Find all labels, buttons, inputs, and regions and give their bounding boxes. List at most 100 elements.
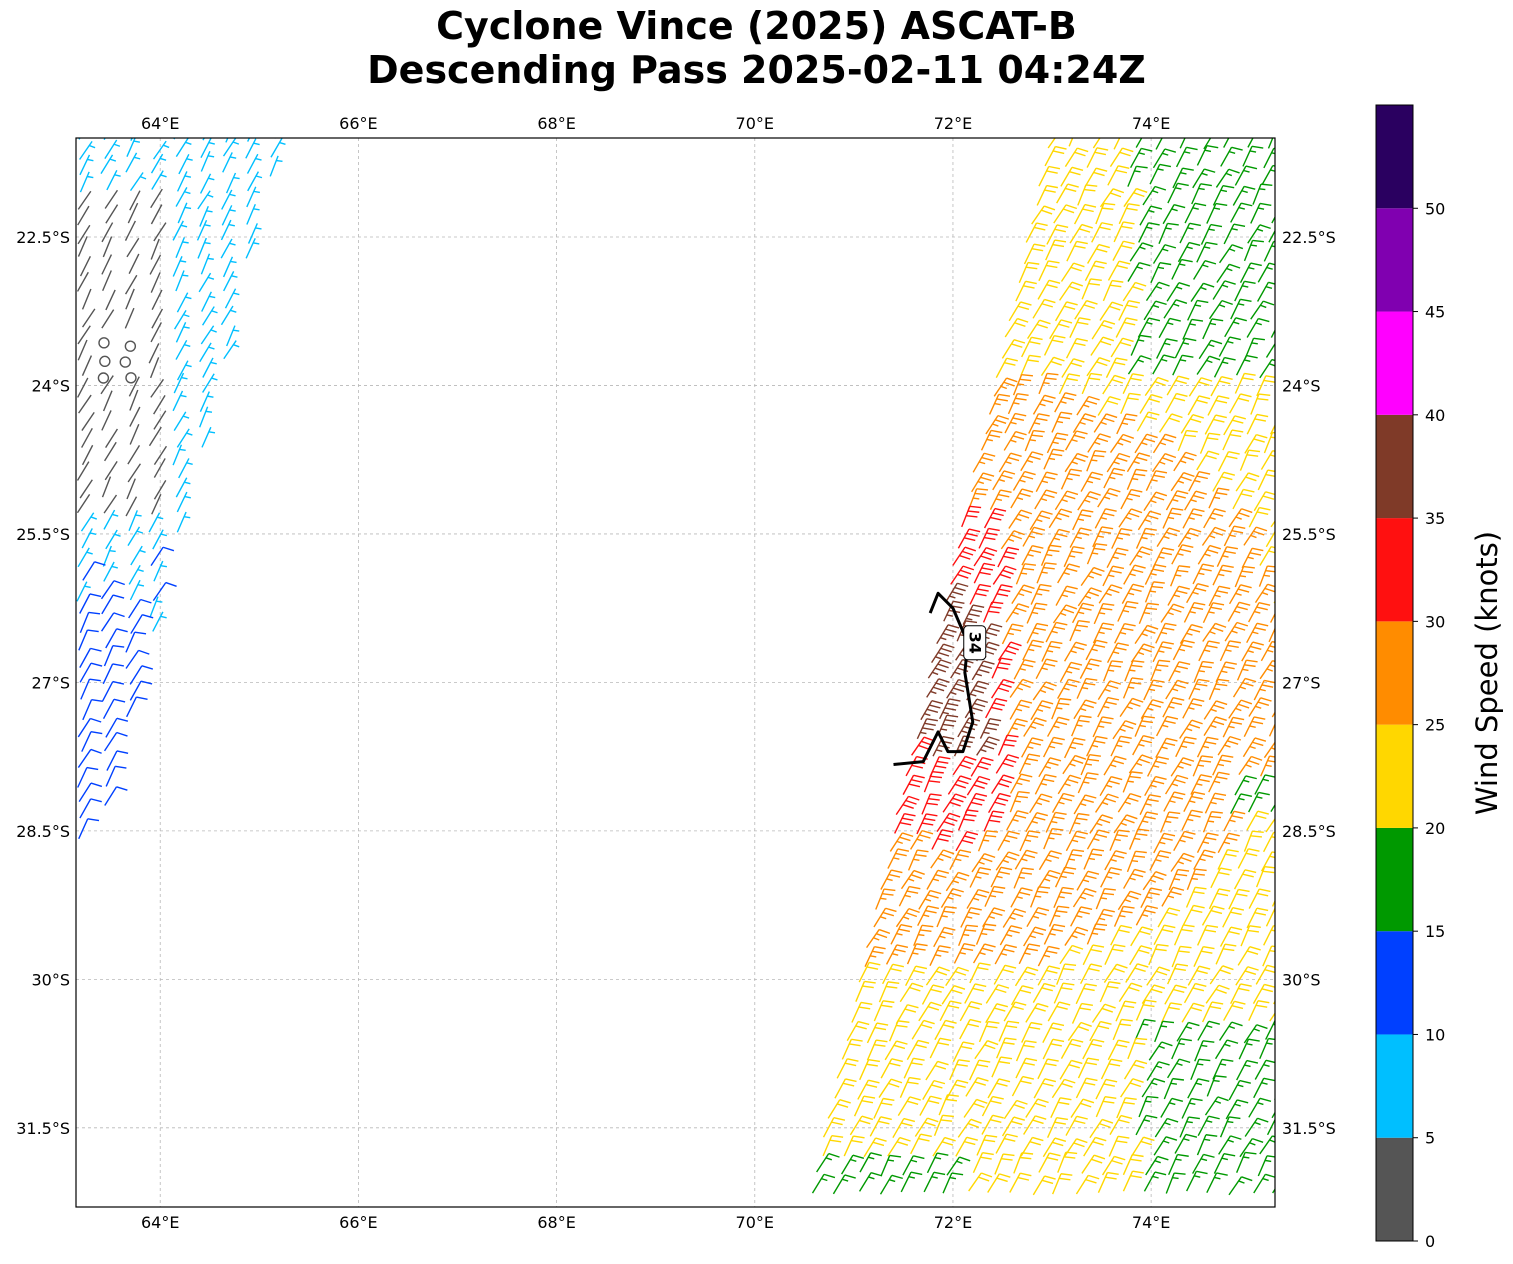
wind-barb — [1270, 803, 1275, 812]
wind-barb — [1228, 1176, 1253, 1196]
wind-barb — [1032, 394, 1056, 415]
wind-barb — [1100, 867, 1122, 888]
lon-tick-label-bottom: 68°E — [537, 1213, 575, 1232]
wind-barb — [1091, 319, 1116, 340]
wind-barb — [1073, 699, 1097, 720]
wind-barb — [1149, 163, 1172, 185]
wind-barb — [175, 138, 192, 158]
wind-barb — [175, 187, 191, 207]
wind-barb — [1190, 282, 1215, 302]
wind-barb — [1063, 546, 1085, 568]
colorbar-bin — [1376, 414, 1413, 519]
wind-barb — [1268, 627, 1275, 643]
wind-barb — [984, 885, 1006, 907]
wind-barb — [949, 849, 972, 871]
wind-barb — [1086, 735, 1108, 757]
wind-barb — [983, 507, 1007, 529]
wind-barb — [1175, 736, 1197, 758]
wind-barb — [1063, 641, 1087, 662]
wind-barb — [938, 1094, 959, 1116]
wind-barb — [105, 765, 127, 787]
wind-barb — [921, 793, 942, 815]
wind-barb — [1012, 470, 1036, 491]
wind-barb — [153, 445, 168, 466]
wind-barb — [1060, 1038, 1084, 1059]
wind-barb — [1106, 642, 1129, 663]
wind-barb — [1069, 223, 1093, 244]
wind-barb — [994, 944, 1017, 965]
wind-barb — [1070, 1098, 1095, 1118]
wind-barb — [1170, 471, 1195, 492]
wind-barb — [1013, 867, 1034, 889]
wind-barb — [971, 472, 995, 493]
wind-barb — [1119, 697, 1144, 718]
wind-barb — [1235, 472, 1260, 492]
wind-barb — [199, 173, 215, 194]
wind-barb — [221, 205, 236, 226]
wind-barb — [1032, 298, 1056, 319]
wind-barb — [106, 169, 121, 191]
wind-barb — [1182, 508, 1205, 529]
wind-barb — [1274, 317, 1275, 318]
wind-barb — [1203, 700, 1228, 720]
wind-barb — [1158, 222, 1179, 245]
wind-barb — [1167, 1153, 1189, 1176]
lat-tick-label-left: 27°S — [31, 673, 70, 692]
wind-barb — [973, 547, 998, 567]
wind-barb — [1202, 811, 1223, 833]
wind-barb — [985, 697, 1008, 719]
wind-barb — [957, 1118, 982, 1138]
wind-barb — [222, 256, 237, 278]
wind-barb — [849, 1115, 874, 1136]
wind-barb — [1057, 1151, 1078, 1173]
wind-barb — [1213, 356, 1236, 378]
wind-barb — [1060, 468, 1082, 490]
wind-barb — [1026, 602, 1048, 624]
wind-barb — [1171, 1038, 1192, 1060]
wind-barb — [1093, 413, 1118, 433]
wind-barb — [126, 138, 140, 157]
wind-barb — [1155, 715, 1179, 737]
wind-barb — [1220, 146, 1243, 167]
wind-barb — [1166, 282, 1191, 302]
wind-barb — [971, 853, 996, 873]
wind-barb — [1129, 546, 1153, 566]
wind-barb — [1125, 963, 1149, 983]
wind-barb — [947, 775, 972, 795]
wind-barb — [1164, 984, 1187, 1005]
wind-barb — [105, 628, 128, 649]
wind-barb — [1268, 229, 1275, 243]
wind-barb — [1138, 222, 1160, 243]
wind-barb — [1117, 600, 1139, 622]
wind-barb — [1009, 791, 1030, 813]
wind-barb — [1218, 336, 1241, 357]
wind-barb — [149, 254, 162, 275]
wind-barb — [859, 1152, 882, 1173]
wind-barb — [1077, 491, 1101, 511]
wind-barb — [176, 171, 192, 192]
wind-barb — [1127, 1037, 1148, 1060]
wind-barb — [1271, 711, 1275, 718]
wind-barb — [149, 596, 163, 618]
wind-barb — [1116, 1097, 1137, 1119]
wind-barb — [128, 253, 140, 274]
wind-barb — [879, 1174, 903, 1195]
wind-barb — [1150, 262, 1172, 284]
wind-barb — [1190, 774, 1213, 795]
wind-barb — [1040, 356, 1065, 377]
wind-barb — [1165, 490, 1189, 511]
wind-barb — [1076, 677, 1098, 699]
wind-barb — [1187, 965, 1211, 986]
wind-barb — [124, 220, 136, 241]
wind-barb — [990, 678, 1015, 699]
wind-barb — [102, 663, 124, 685]
wind-barb — [129, 172, 147, 191]
wind-barb — [1006, 810, 1029, 831]
wind-barb — [1070, 906, 1093, 927]
wind-barb — [1191, 183, 1212, 205]
wind-barb — [1053, 886, 1074, 909]
wind-barb — [995, 754, 1020, 774]
wind-barb — [922, 1079, 946, 1100]
wind-barb — [930, 849, 955, 869]
wind-barb — [1208, 771, 1230, 793]
